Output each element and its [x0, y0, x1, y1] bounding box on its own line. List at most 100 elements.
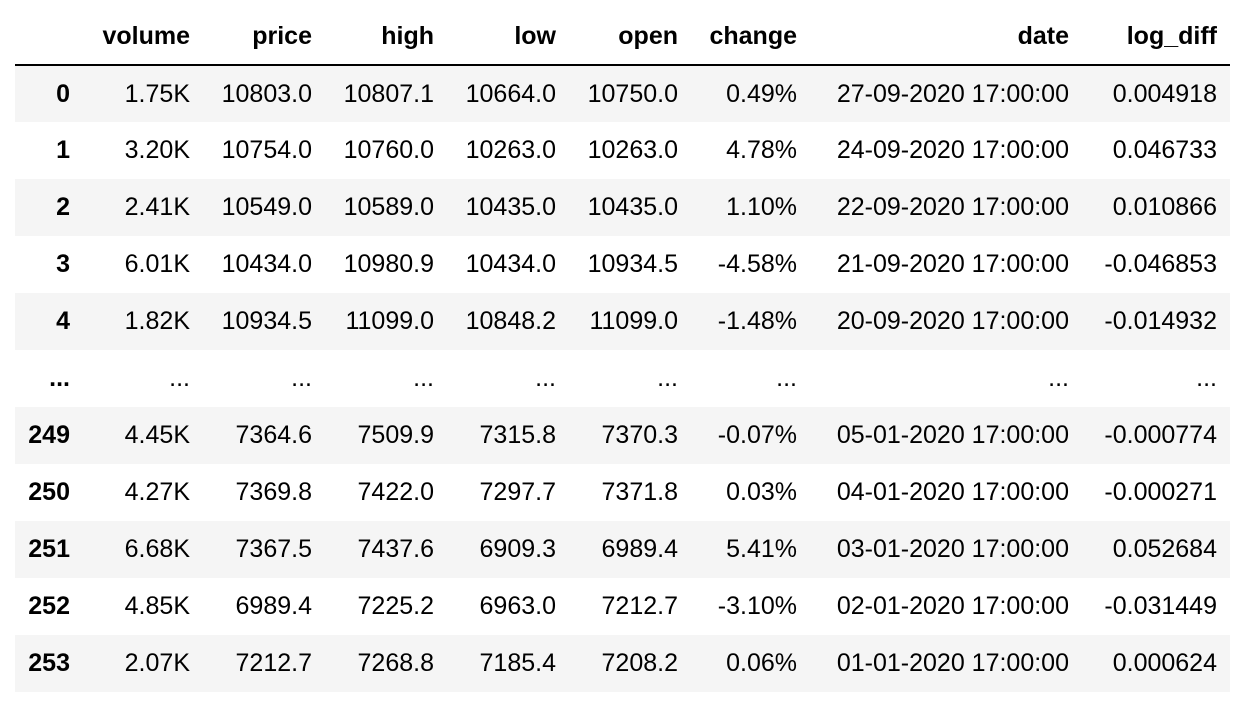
table-row: 253 2.07K 7212.7 7268.8 7185.4 7208.2 0.06% 01-…: [15, 635, 1230, 692]
cell-volume: 4.45K: [124, 421, 190, 449]
cell-high: 10760.0: [343, 136, 434, 164]
cell-low: 6963.0: [479, 592, 556, 620]
cell-low: 10664.0: [465, 79, 556, 108]
cell-log-diff: ...: [1196, 364, 1217, 392]
cell-high: 10807.1: [343, 79, 434, 108]
table-row: 249 4.45K 7364.6 7509.9 7315.8 7370.3 -0.07% 05…: [15, 407, 1230, 464]
header-open: open: [569, 8, 691, 66]
header-row: volume price high low open change date l…: [15, 8, 1230, 66]
cell-log-diff: -0.014932: [1104, 307, 1217, 335]
cell-low: 7185.4: [479, 649, 556, 677]
cell-price: ...: [291, 364, 312, 392]
table-row: 4 1.82K 10934.5 11099.0 10848.2 11099.0 -1.48%…: [15, 293, 1230, 350]
cell-change: -3.10%: [717, 592, 797, 620]
cell-log-diff: 0.004918: [1112, 79, 1217, 108]
cell-log-diff: -0.046853: [1104, 250, 1217, 278]
cell-log-diff: 0.000624: [1112, 649, 1217, 677]
cell-date: 05-01-2020 17:00:00: [836, 421, 1069, 449]
row-index: 249: [28, 421, 70, 449]
cell-high: 7225.2: [357, 592, 434, 620]
cell-date: 03-01-2020 17:00:00: [836, 535, 1069, 563]
cell-log-diff: -0.031449: [1104, 592, 1217, 620]
cell-high: ...: [413, 364, 434, 392]
cell-volume: 6.01K: [124, 250, 190, 278]
cell-open: 7208.2: [601, 649, 678, 677]
cell-open: 7212.7: [601, 592, 678, 620]
row-index: 251: [28, 535, 70, 563]
cell-date: ...: [1048, 364, 1069, 392]
cell-change: 1.10%: [726, 193, 797, 221]
cell-high: 10589.0: [343, 193, 434, 221]
table-row: 252 4.85K 6989.4 7225.2 6963.0 7212.7 -3.10% 02…: [15, 578, 1230, 635]
row-index: 253: [28, 649, 70, 677]
row-index: 0: [56, 79, 70, 108]
cell-date: 04-01-2020 17:00:00: [836, 478, 1069, 506]
table-row: 0 1.75K 10803.0 10807.1 10664.0 10750.0 0.49% 2…: [15, 65, 1230, 122]
cell-high: 7268.8: [357, 649, 434, 677]
table-body: 0 1.75K 10803.0 10807.1 10664.0 10750.0 0.49% 2…: [15, 65, 1230, 692]
header-date: date: [810, 8, 1082, 66]
cell-price: 10934.5: [221, 307, 312, 335]
cell-change: 0.49%: [726, 79, 797, 108]
cell-date: 21-09-2020 17:00:00: [836, 250, 1069, 278]
row-index: 4: [56, 307, 70, 335]
cell-price: 7212.7: [235, 649, 312, 677]
cell-open: 10750.0: [587, 79, 678, 108]
row-index: 252: [28, 592, 70, 620]
cell-price: 10803.0: [221, 79, 312, 108]
cell-high: 7422.0: [357, 478, 434, 506]
table-row: 250 4.27K 7369.8 7422.0 7297.7 7371.8 0.03% 04-…: [15, 464, 1230, 521]
cell-date: 22-09-2020 17:00:00: [836, 193, 1069, 221]
cell-open: 11099.0: [589, 307, 678, 335]
cell-open: ...: [657, 364, 678, 392]
cell-volume: 1.75K: [124, 79, 190, 108]
cell-volume: 4.27K: [124, 478, 190, 506]
dataframe-container: volume price high low open change date l…: [15, 8, 1230, 692]
row-index: 2: [56, 193, 70, 221]
cell-volume: 3.20K: [124, 136, 190, 164]
cell-high: 11099.0: [345, 307, 434, 335]
cell-price: 7367.5: [235, 535, 312, 563]
cell-open: 7370.3: [601, 421, 678, 449]
cell-open: 10934.5: [587, 250, 678, 278]
header-low: low: [447, 8, 569, 66]
cell-low: ...: [535, 364, 556, 392]
header-log-diff: log_diff: [1082, 8, 1230, 66]
header-price: price: [203, 8, 325, 66]
header-index: [15, 8, 83, 66]
cell-open: 10263.0: [587, 136, 678, 164]
header-change: change: [691, 8, 810, 66]
cell-volume: 1.82K: [124, 307, 190, 335]
cell-low: 10435.0: [465, 193, 556, 221]
dataframe-table: volume price high low open change date l…: [15, 8, 1230, 692]
cell-low: 6909.3: [479, 535, 556, 563]
row-index: 250: [28, 478, 70, 506]
cell-date: 20-09-2020 17:00:00: [836, 307, 1069, 335]
table-row: 3 6.01K 10434.0 10980.9 10434.0 10934.5 -4.58%…: [15, 236, 1230, 293]
cell-change: 5.41%: [726, 535, 797, 563]
cell-change: -0.07%: [717, 421, 797, 449]
cell-open: 7371.8: [601, 478, 678, 506]
cell-change: 4.78%: [726, 136, 797, 164]
cell-change: ...: [776, 364, 797, 392]
table-row: 1 3.20K 10754.0 10760.0 10263.0 10263.0 4.78% 2…: [15, 122, 1230, 179]
cell-volume: 2.07K: [124, 649, 190, 677]
cell-date: 02-01-2020 17:00:00: [836, 592, 1069, 620]
cell-date: 01-01-2020 17:00:00: [836, 649, 1069, 677]
cell-high: 7509.9: [357, 421, 434, 449]
cell-change: 0.03%: [726, 478, 797, 506]
cell-price: 7364.6: [235, 421, 312, 449]
cell-log-diff: -0.000271: [1104, 478, 1217, 506]
cell-date: 27-09-2020 17:00:00: [836, 79, 1069, 108]
cell-low: 7297.7: [479, 478, 556, 506]
cell-volume: 6.68K: [124, 535, 190, 563]
cell-price: 7369.8: [235, 478, 312, 506]
cell-low: 10434.0: [465, 250, 556, 278]
cell-high: 10980.9: [343, 250, 434, 278]
cell-low: 10263.0: [465, 136, 556, 164]
cell-log-diff: 0.046733: [1112, 136, 1217, 164]
cell-open: 6989.4: [601, 535, 678, 563]
header-volume: volume: [83, 8, 203, 66]
row-index: ...: [49, 364, 70, 392]
row-index: 1: [56, 136, 70, 164]
